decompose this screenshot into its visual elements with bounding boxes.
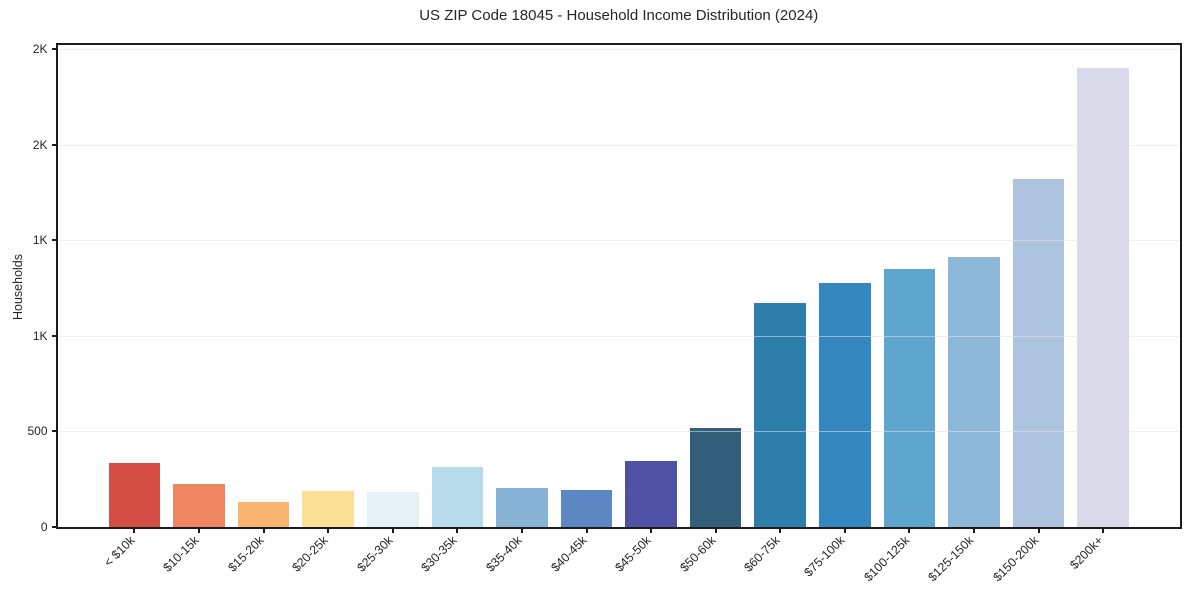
bar-$150-200k <box>1012 179 1065 527</box>
bar-$35-40k <box>496 488 548 527</box>
x-tick-label: $20-25k <box>289 533 331 575</box>
bar-$15-20k <box>237 501 290 527</box>
bar-$50-60k <box>689 428 742 527</box>
x-tick-mark <box>908 528 911 533</box>
y-tick-mark <box>51 239 57 242</box>
y-axis-label: Households <box>11 253 25 321</box>
x-tick-label: < $10k <box>100 533 138 570</box>
plot-area: 0 500 1K 1K 2K 2K < $10k $10-15k $15-20k $20-25k $… <box>27 42 1182 584</box>
x-tick-label: $100-125k <box>861 533 913 585</box>
gridline <box>57 144 1180 146</box>
x-tick-mark <box>456 528 459 533</box>
x-tick-mark <box>973 528 975 533</box>
x-tick-mark <box>197 528 200 533</box>
bar-$75-100k <box>819 283 871 527</box>
gridline <box>57 240 1180 242</box>
x-tick-label: $125-150k <box>925 533 977 585</box>
x-tick-mark <box>1102 528 1105 533</box>
x-tick-label: $10-15k <box>160 533 202 575</box>
x-tick-label: $15-20k <box>224 533 267 575</box>
y-tick-mark <box>51 47 57 50</box>
bar-$60-75k <box>754 303 807 527</box>
x-tick-mark <box>650 528 652 533</box>
bar-$200k+ <box>1077 68 1129 527</box>
bar-< $10k <box>108 462 161 527</box>
x-tick-label: $200k+ <box>1067 533 1106 572</box>
y-tick-label: 1K <box>32 233 48 248</box>
chart-title: US ZIP Code 18045 - Household Income Dis… <box>419 7 819 24</box>
bar-$20-25k <box>302 490 354 527</box>
x-tick-mark <box>1037 528 1040 533</box>
y-tick-label: 2K <box>32 137 48 152</box>
y-tick-mark <box>51 143 57 146</box>
x-tick-mark <box>327 528 330 533</box>
x-tick-label: $150-200k <box>990 533 1042 585</box>
bar-$10-15k <box>173 483 225 527</box>
y-tick-label: 1K <box>32 328 48 343</box>
x-tick-label: $50-60k <box>676 533 719 575</box>
x-tick-mark <box>262 528 265 533</box>
x-tick-mark <box>391 528 394 533</box>
bar-$30-35k <box>431 466 484 527</box>
bar-$45-50k <box>625 460 677 527</box>
bar-$125-150k <box>948 257 1000 527</box>
y-tick-label: 2K <box>32 41 48 56</box>
x-tick-label: $30-35k <box>418 533 461 575</box>
gridline <box>57 335 1180 337</box>
x-tick-label: $35-40k <box>483 533 525 575</box>
x-tick-mark <box>133 528 136 533</box>
x-tick-mark <box>714 528 717 533</box>
y-tick-label: 0 <box>40 520 48 534</box>
x-tick-label: $60-75k <box>741 533 783 575</box>
x-tick-mark <box>585 528 588 533</box>
gridline <box>57 48 1180 50</box>
x-tick-mark <box>779 528 782 533</box>
x-tick-label: $40-45k <box>547 533 590 575</box>
y-tick-mark <box>51 334 57 337</box>
gridline <box>57 431 1180 433</box>
y-tick-mark <box>51 526 57 528</box>
bar-$100-125k <box>883 268 936 527</box>
x-tick-label: $75-100k <box>801 533 848 580</box>
x-tick-mark <box>843 528 846 533</box>
bar-$25-30k <box>366 491 419 527</box>
bar-$40-45k <box>560 489 613 527</box>
y-tick-mark <box>51 430 57 433</box>
x-tick-mark <box>520 528 523 533</box>
x-tick-label: $45-50k <box>612 533 654 575</box>
y-tick-label: 500 <box>27 424 48 439</box>
x-tick-label: $25-30k <box>354 533 396 575</box>
